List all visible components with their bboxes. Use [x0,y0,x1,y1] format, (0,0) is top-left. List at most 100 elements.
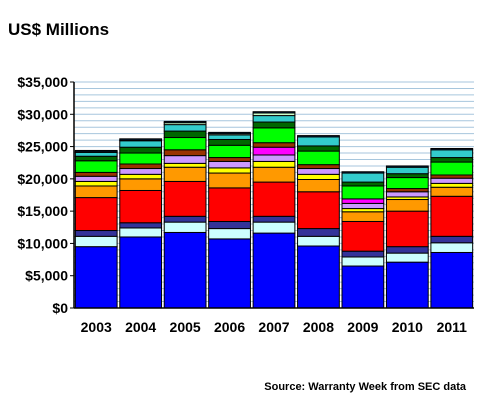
bar-segment-2005-3 [163,180,207,217]
bar-2011 [430,148,474,309]
bar-segment-2009-1 [341,256,385,267]
x-axis-tick-labels: 2003 2004 2005 2006 2007 2008 2009 2010 2011 [81,319,468,335]
bar-segment-2008-1 [297,235,340,247]
y-tick-label: $35,000 [17,74,68,90]
bar-segment-2003-8 [74,171,118,177]
x-tick-label: 2008 [303,319,334,335]
bar-segment-2009-4 [341,211,385,222]
bar-2005 [163,120,207,309]
bar-segment-2008-5 [297,173,340,181]
bar-segment-2008-3 [297,191,340,230]
bar-segment-2008-9 [297,150,340,166]
bar-segment-2009-10 [341,181,385,187]
bar-segment-2008-8 [297,164,340,170]
bar-segment-2010-2 [385,246,429,254]
bar-segment-2006-8 [208,157,251,162]
x-tick-label: 2010 [392,319,423,335]
x-tick-label: 2007 [258,319,289,335]
bar-segment-2004-11 [119,140,163,148]
bar-segment-2003-0 [74,246,118,309]
y-tick-label: $10,000 [17,235,68,251]
bar-segment-2005-13 [163,120,207,124]
bar-segment-2007-8 [252,142,296,148]
bar-segment-2004-3 [119,189,163,224]
bar-segment-2004-1 [119,227,163,238]
x-tick-label: 2006 [214,319,245,335]
bar-segment-2008-2 [297,228,340,237]
bar-segment-2005-5 [163,162,207,168]
bar-2006 [208,131,251,309]
bar-segment-2009-2 [341,250,385,258]
bar-2009 [341,171,385,309]
y-tick-label: $20,000 [17,171,68,187]
bar-segment-2005-8 [163,149,207,157]
bar-segment-2007-11 [252,115,296,123]
bar-segment-2008-4 [297,179,340,193]
bar-segment-2004-9 [119,152,163,165]
bar-segment-2011-0 [430,251,474,309]
bar-segment-2007-5 [252,160,296,168]
x-tick-label: 2009 [347,319,378,335]
bar-segment-2008-13 [297,135,340,138]
chart-title: US$ Millions [8,20,110,39]
bar-segment-2006-5 [208,167,251,174]
bar-segment-2009-11 [341,172,385,183]
bar-segment-2010-13 [385,165,429,168]
bar-segment-2010-6 [385,191,429,198]
bar-segment-2004-10 [119,146,163,154]
bar-2003 [74,149,118,309]
bar-segment-2006-9 [208,144,251,159]
bar-segment-2003-4 [74,185,118,199]
bar-segment-2009-7 [341,198,385,204]
bar-segment-2009-9 [341,185,385,200]
bar-segment-2011-10 [430,157,474,163]
bar-segment-2003-6 [74,175,118,182]
bar-segment-2004-8 [119,163,163,170]
bar-segment-2009-0 [341,265,385,309]
bar-segment-2005-1 [163,221,207,233]
bar-segment-2007-1 [252,221,296,234]
bar-segment-2007-7 [252,146,296,156]
bar-segment-2007-3 [252,181,296,217]
bar-segment-2007-2 [252,215,296,223]
bar-segment-2007-10 [252,121,296,129]
bar-segment-2003-3 [74,197,118,232]
y-tick-label: $25,000 [17,139,68,155]
bar-segment-2011-2 [430,235,474,244]
bar-2007 [252,111,296,309]
bar-segment-2004-4 [119,178,163,191]
bar-segment-2004-5 [119,173,163,180]
bar-2004 [119,138,163,309]
x-tick-label: 2003 [81,319,112,335]
bar-segment-2003-10 [74,155,118,162]
bar-segment-2010-10 [385,173,429,179]
bar-segment-2011-5 [430,182,474,188]
bar-segment-2006-2 [208,220,251,230]
bar-segment-2006-13 [208,131,251,135]
bar-2008 [297,135,340,309]
x-tick-label: 2004 [125,319,156,335]
bar-segment-2003-11 [74,151,118,157]
bar-segment-2011-6 [430,177,474,184]
bar-segment-2010-4 [385,199,429,212]
bar-segment-2006-3 [208,187,251,222]
bar-segment-2006-11 [208,134,251,140]
bar-segment-2011-1 [430,242,474,253]
bar-segment-2007-0 [252,232,296,309]
y-tick-label: $15,000 [17,203,68,219]
y-tick-label: $30,000 [17,106,68,122]
bar-segment-2003-9 [74,160,118,173]
source-note: Source: Warranty Week from SEC data [264,381,466,393]
bar-segment-2009-6 [341,202,385,210]
bar-segment-2005-11 [163,124,207,132]
bar-segment-2003-2 [74,230,118,237]
bar-segment-2010-9 [385,177,429,190]
bar-segment-2003-1 [74,235,118,248]
bar-segment-2005-2 [163,215,207,223]
x-tick-label: 2005 [170,319,201,335]
bar-segment-2006-10 [208,138,251,146]
bar-segment-2005-9 [163,137,207,151]
bar-segment-2006-0 [208,238,251,309]
bar-segment-2009-13 [341,171,385,174]
bar-segment-2010-3 [385,210,429,248]
